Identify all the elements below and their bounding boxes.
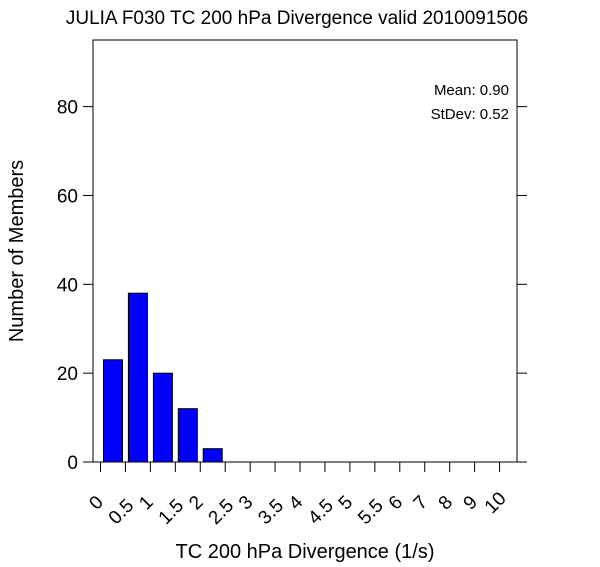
- x-tick-label-1.5: 1.5: [155, 495, 189, 529]
- x-tick-label-4.5: 4.5: [304, 495, 338, 529]
- x-tick-label-5: 5: [335, 492, 357, 514]
- bar-0: [103, 359, 123, 463]
- bar-2: [202, 448, 223, 463]
- x-tick-label-9: 9: [460, 492, 482, 514]
- y-axis-label: Number of Members: [6, 160, 28, 342]
- x-tick-label-8: 8: [435, 492, 457, 514]
- x-tick-label-1: 1: [135, 492, 157, 514]
- x-axis: 00.511.522.533.544.555.56 7 8 910: [85, 462, 511, 529]
- bar-1: [152, 372, 173, 463]
- bars-group: [103, 292, 223, 463]
- x-tick-label-3.5: 3.5: [254, 495, 288, 529]
- x-tick-label-6: 6: [385, 492, 407, 514]
- x-tick-label-2.5: 2.5: [205, 495, 239, 529]
- x-tick-label-10: 10: [481, 488, 511, 518]
- y-tick-label-40: 40: [57, 275, 78, 296]
- x-tick-label-2: 2: [185, 492, 207, 514]
- plot-frame: [92, 39, 518, 463]
- x-tick-label-0: 0: [85, 492, 107, 514]
- y-axis: 0 20 40 60 80: [57, 98, 527, 474]
- x-tick-label-5.5: 5.5: [354, 495, 388, 529]
- y-tick-label-80: 80: [57, 98, 78, 119]
- bar-1.5: [177, 408, 198, 463]
- x-tick-label-3: 3: [235, 492, 257, 514]
- x-axis-label: TC 200 hPa Divergence (1/s): [175, 541, 434, 563]
- mean-annotation: Mean: 0.90: [434, 82, 509, 99]
- y-tick-label-60: 60: [57, 186, 78, 207]
- chart-title: JULIA F030 TC 200 hPa Divergence valid 2…: [66, 8, 528, 29]
- y-tick-label-20: 20: [57, 364, 78, 385]
- y-tick-label-0: 0: [67, 453, 78, 474]
- stdev-annotation: StDev: 0.52: [431, 106, 509, 123]
- x-tick-label-4: 4: [285, 492, 308, 515]
- x-tick-label-0.5: 0.5: [105, 495, 139, 529]
- bar-0.5: [127, 292, 148, 463]
- x-tick-label-7: 7: [410, 492, 432, 514]
